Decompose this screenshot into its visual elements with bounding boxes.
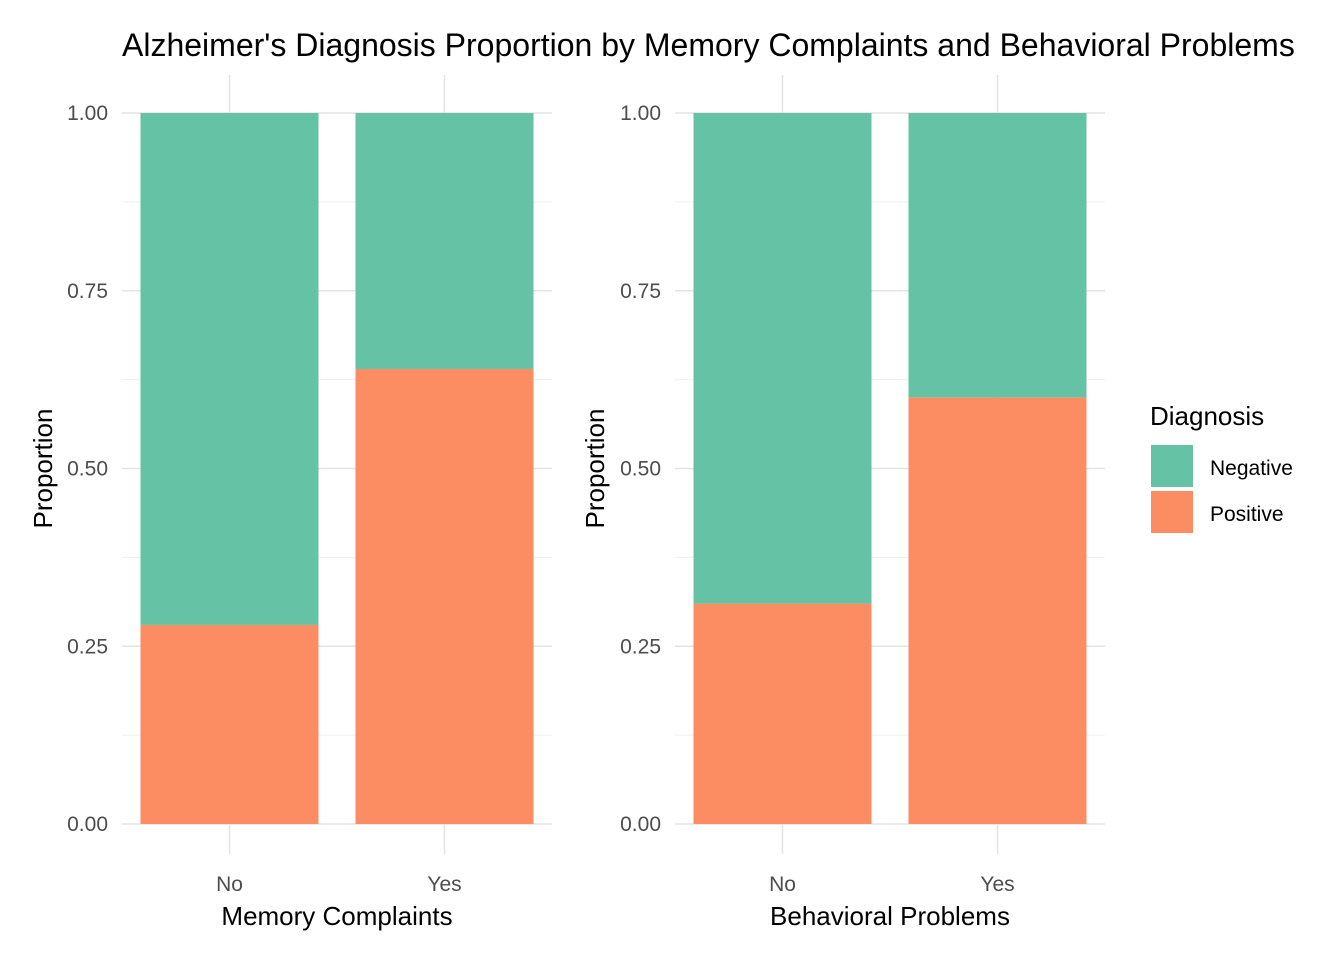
y-tick-label: 0.75 — [620, 280, 661, 303]
y-tick-label: 0.75 — [67, 280, 108, 303]
y-tick-label: 0.25 — [67, 635, 108, 658]
chart-title: Alzheimer's Diagnosis Proportion by Memo… — [122, 27, 1295, 63]
legend: Diagnosis Negative Positive — [1150, 401, 1293, 533]
bar-negative-yes — [908, 113, 1087, 398]
bar-positive-yes — [908, 397, 1087, 824]
y-tick-label: 1.00 — [620, 102, 661, 125]
bar-positive-no — [693, 603, 872, 824]
x-axis-title: Behavioral Problems — [770, 901, 1010, 931]
panel-memory-complaints: 0.00 0.25 0.50 0.75 1.00 No Yes Memory Complain… — [28, 75, 552, 931]
legend-label-positive: Positive — [1210, 503, 1284, 526]
panel-behavioral-problems: 0.00 0.25 0.50 0.75 1.00 No Yes Behavioral Prob… — [580, 75, 1105, 931]
x-axis-title: Memory Complaints — [221, 901, 452, 931]
bar-positive-yes — [355, 368, 534, 824]
y-tick-label: 0.25 — [620, 635, 661, 658]
y-tick-label: 0.00 — [620, 813, 661, 836]
legend-title: Diagnosis — [1150, 401, 1264, 431]
y-axis-title: Proportion — [580, 409, 610, 529]
y-tick-label: 0.50 — [67, 458, 108, 481]
legend-label-negative: Negative — [1210, 457, 1293, 480]
bar-negative-yes — [355, 113, 534, 369]
bar-negative-no — [693, 113, 872, 604]
legend-key-negative — [1151, 445, 1193, 487]
x-tick-label: Yes — [980, 873, 1014, 896]
x-tick-label: No — [769, 873, 796, 896]
y-tick-label: 1.00 — [67, 102, 108, 125]
legend-key-positive — [1151, 491, 1193, 533]
y-tick-label: 0.50 — [620, 458, 661, 481]
y-axis-title: Proportion — [28, 409, 58, 529]
bar-negative-no — [140, 113, 319, 625]
x-tick-label: Yes — [427, 873, 461, 896]
x-tick-label: No — [216, 873, 243, 896]
bar-positive-no — [140, 624, 319, 824]
y-tick-label: 0.00 — [67, 813, 108, 836]
